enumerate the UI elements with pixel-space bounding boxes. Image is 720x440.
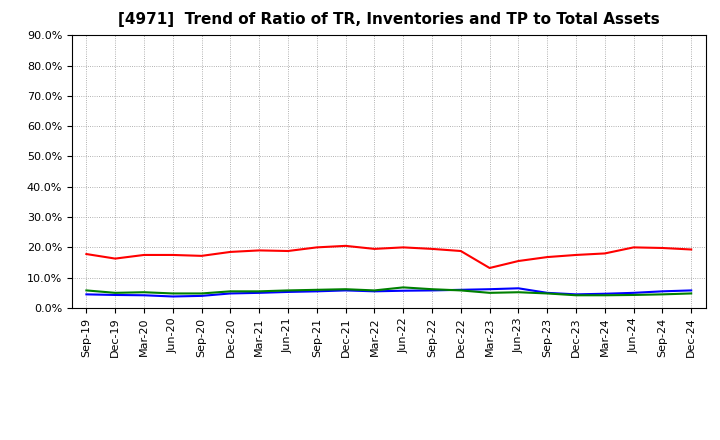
Inventories xyxy=(140,293,148,298)
Inventories xyxy=(456,287,465,293)
Trade Receivables xyxy=(284,248,292,253)
Trade Receivables xyxy=(255,248,264,253)
Trade Receivables xyxy=(687,247,696,252)
Trade Receivables xyxy=(140,252,148,257)
Trade Payables xyxy=(485,290,494,296)
Trade Receivables xyxy=(370,246,379,252)
Inventories xyxy=(485,286,494,292)
Trade Payables xyxy=(399,285,408,290)
Trade Receivables xyxy=(168,252,177,257)
Trade Receivables xyxy=(428,246,436,252)
Inventories xyxy=(82,292,91,297)
Trade Receivables xyxy=(197,253,206,259)
Trade Payables xyxy=(600,293,609,298)
Title: [4971]  Trend of Ratio of TR, Inventories and TP to Total Assets: [4971] Trend of Ratio of TR, Inventories… xyxy=(118,12,660,27)
Trade Payables xyxy=(226,289,235,294)
Trade Receivables xyxy=(226,249,235,255)
Trade Payables xyxy=(111,290,120,296)
Trade Payables xyxy=(514,290,523,295)
Inventories xyxy=(111,292,120,297)
Inventories xyxy=(370,289,379,294)
Inventories xyxy=(341,288,350,293)
Inventories xyxy=(255,290,264,296)
Trade Receivables xyxy=(341,243,350,249)
Inventories xyxy=(687,288,696,293)
Inventories xyxy=(399,288,408,293)
Trade Payables xyxy=(255,289,264,294)
Inventories xyxy=(572,292,580,297)
Inventories xyxy=(629,290,638,296)
Trade Payables xyxy=(543,291,552,296)
Inventories xyxy=(312,289,321,294)
Trade Receivables xyxy=(600,251,609,256)
Trade Receivables xyxy=(485,265,494,271)
Trade Payables xyxy=(197,291,206,296)
Trade Receivables xyxy=(572,252,580,257)
Trade Payables xyxy=(82,288,91,293)
Trade Payables xyxy=(370,288,379,293)
Inventories xyxy=(600,291,609,297)
Line: Inventories: Inventories xyxy=(86,288,691,297)
Trade Payables xyxy=(428,286,436,292)
Inventories xyxy=(543,290,552,296)
Trade Payables xyxy=(140,290,148,295)
Trade Receivables xyxy=(399,245,408,250)
Trade Receivables xyxy=(514,258,523,264)
Inventories xyxy=(428,288,436,293)
Inventories xyxy=(514,286,523,291)
Trade Payables xyxy=(658,292,667,297)
Trade Receivables xyxy=(543,254,552,260)
Trade Payables xyxy=(572,293,580,298)
Trade Receivables xyxy=(629,245,638,250)
Trade Receivables xyxy=(82,251,91,257)
Inventories xyxy=(658,289,667,294)
Inventories xyxy=(168,294,177,299)
Trade Payables xyxy=(687,291,696,296)
Inventories xyxy=(284,289,292,294)
Line: Trade Payables: Trade Payables xyxy=(86,287,691,295)
Trade Payables xyxy=(168,291,177,296)
Trade Receivables xyxy=(111,256,120,261)
Trade Payables xyxy=(341,286,350,292)
Inventories xyxy=(226,291,235,296)
Trade Receivables xyxy=(456,248,465,253)
Trade Receivables xyxy=(658,246,667,251)
Trade Payables xyxy=(629,292,638,297)
Inventories xyxy=(197,293,206,298)
Trade Payables xyxy=(284,288,292,293)
Trade Payables xyxy=(312,287,321,293)
Line: Trade Receivables: Trade Receivables xyxy=(86,246,691,268)
Trade Payables xyxy=(456,288,465,293)
Trade Receivables xyxy=(312,245,321,250)
